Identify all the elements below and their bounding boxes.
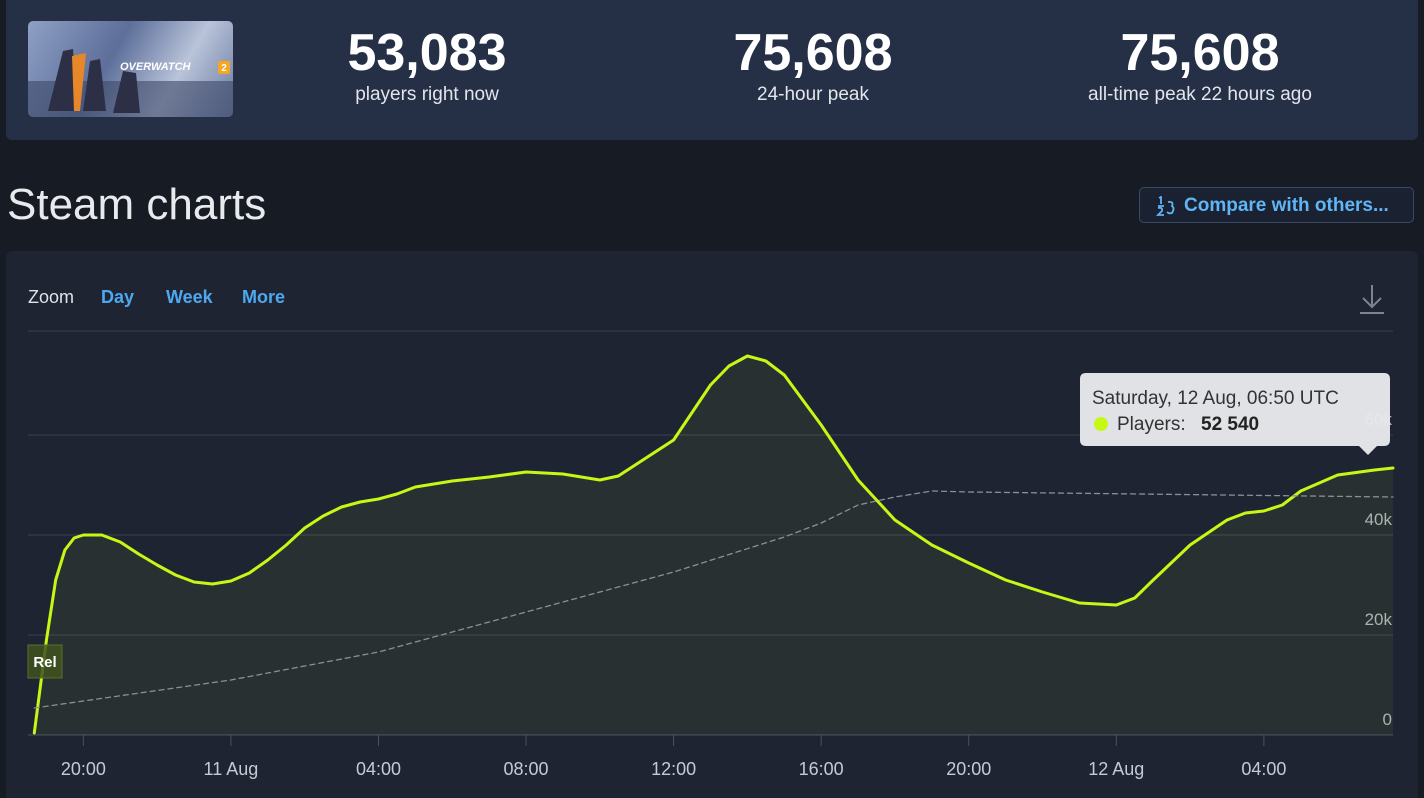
stat: 75,608 all-time peak 22 hours ago bbox=[1020, 24, 1380, 106]
compare-label: Compare with others... bbox=[1184, 195, 1389, 216]
release-marker-bg bbox=[27, 644, 63, 679]
compare-button[interactable]: Compare with others... bbox=[1139, 187, 1414, 223]
stats-panel bbox=[6, 0, 1418, 140]
x-tick-label: 04:00 bbox=[1241, 759, 1286, 779]
x-tick-label: 08:00 bbox=[504, 759, 549, 779]
stat-value: 75,608 bbox=[733, 24, 893, 82]
compare-icon bbox=[1156, 196, 1175, 216]
x-tick-label: 12 Aug bbox=[1088, 759, 1144, 779]
release-marker: Rel bbox=[33, 654, 56, 671]
zoom-option[interactable]: Day bbox=[101, 287, 135, 307]
section-title: Steam charts bbox=[7, 180, 267, 229]
logo-badge-bg bbox=[218, 61, 230, 74]
stat-label: all-time peak 22 hours ago bbox=[1088, 84, 1312, 105]
stat-value: 75,608 bbox=[1120, 24, 1280, 82]
game-logo-badge: 2 bbox=[221, 63, 227, 74]
x-tick-label: 12:00 bbox=[651, 759, 696, 779]
stat: 53,083 players right now bbox=[247, 24, 607, 106]
area-fill bbox=[34, 356, 1394, 735]
y-tick-label: 20k bbox=[1365, 610, 1393, 629]
series-line bbox=[32, 354, 1395, 735]
hero-accent bbox=[72, 53, 86, 111]
x-tick-label: 11 Aug bbox=[204, 759, 259, 779]
y-tick-label: 40k bbox=[1365, 510, 1393, 529]
zoom-label: Zoom bbox=[28, 287, 75, 307]
stat-label: 24-hour peak bbox=[757, 84, 869, 105]
tooltip-label: Players: bbox=[1117, 414, 1186, 435]
tooltip-box bbox=[1080, 373, 1390, 455]
chart-panel bbox=[6, 251, 1418, 798]
game-image[interactable]: OVERWATCH 2 bbox=[28, 21, 233, 117]
x-tick-label: 20:00 bbox=[61, 759, 106, 779]
x-tick-label: 04:00 bbox=[356, 759, 401, 779]
tooltip: Saturday, 12 Aug, 06:50 UTC Players: 52 54… bbox=[1080, 373, 1390, 455]
icon-glyph bbox=[1156, 196, 1175, 216]
average-line bbox=[33, 490, 1394, 709]
y-tick-label: 0 bbox=[1383, 710, 1392, 729]
tooltip-title: Saturday, 12 Aug, 06:50 UTC bbox=[1092, 388, 1339, 409]
game-logo: OVERWATCH bbox=[120, 61, 192, 73]
zoom-option[interactable]: More bbox=[242, 287, 286, 307]
download-button[interactable] bbox=[1360, 285, 1384, 314]
zoom-option[interactable]: Week bbox=[166, 287, 213, 307]
heroes bbox=[48, 49, 140, 113]
tooltip-value: 52 540 bbox=[1201, 414, 1259, 435]
x-tick-label: 16:00 bbox=[799, 759, 844, 779]
tooltip-dot bbox=[1094, 417, 1108, 431]
stat: 75,608 24-hour peak bbox=[633, 24, 993, 106]
stat-value: 53,083 bbox=[347, 24, 507, 82]
x-tick-label: 20:00 bbox=[946, 759, 991, 779]
game-art: OVERWATCH 2 bbox=[28, 49, 233, 117]
download-icon bbox=[1360, 285, 1384, 314]
stat-label: players right now bbox=[355, 84, 499, 105]
